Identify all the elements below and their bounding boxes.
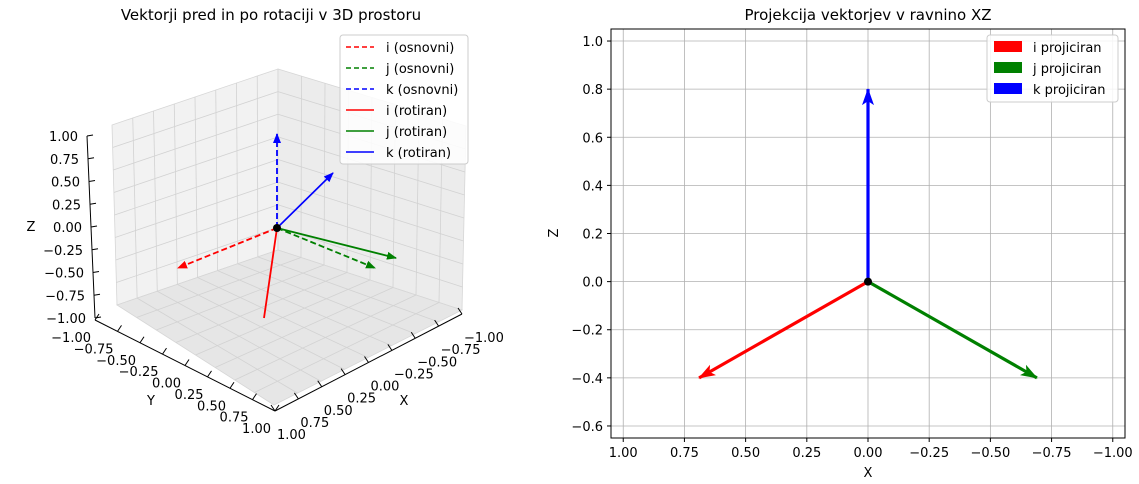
legend-2d-label: i projiciran (1033, 41, 1102, 56)
legend-2d-swatch (994, 83, 1022, 94)
vector-k-rotated (276, 172, 334, 229)
legend-3d-label: j (rotiran) (385, 125, 447, 140)
y-tick-label: −0.50 (96, 354, 136, 369)
x-tick-label: −0.25 (394, 367, 434, 382)
y-tick-label-2d: 0.4 (582, 179, 603, 194)
x-tick-label: 0.50 (324, 404, 353, 419)
z-tick-label: 0.00 (53, 221, 82, 236)
floor-pane (116, 249, 464, 406)
origin-point-3d (273, 224, 281, 232)
legend-3d-label: k (osnovni) (386, 83, 458, 98)
y-tick-label-2d: 0.0 (582, 276, 603, 291)
y-tick-label: 0.75 (220, 411, 249, 426)
y-axis-label-2d: Z (547, 228, 562, 237)
y-tick-label-2d: −0.4 (571, 372, 603, 387)
origin-point-2d (864, 277, 872, 286)
plot-frame-2d (610, 28, 1126, 439)
legend-2d: i projiciran j projiciran k projiciran (986, 34, 1119, 103)
y-tick-label-2d: 0.8 (582, 83, 603, 98)
y-tick-label: −0.25 (119, 365, 159, 380)
ticks-3d: 1.000.750.500.250.00−0.25−0.50−0.75−1.00… (43, 130, 504, 443)
z-axis-label: Z (27, 220, 36, 235)
y-tick-label: −1.00 (51, 331, 91, 346)
y-axis-label: Y (146, 394, 155, 409)
projected-vector (698, 280, 869, 380)
x-tick-label: 1.00 (277, 428, 306, 443)
z-tick-label: 1.00 (49, 130, 78, 145)
z-tick-label: 0.50 (51, 176, 80, 191)
y-tick-label: 0.25 (175, 388, 204, 403)
x-tick-label-2d: 0.75 (670, 446, 699, 461)
legend-2d-label: j projiciran (1032, 62, 1102, 77)
vector-i-rotated (263, 227, 278, 319)
x-tick-label-2d: −0.25 (909, 446, 949, 461)
x-axis-label-2d: X (864, 466, 873, 481)
legend-3d-label: j (osnovni) (385, 62, 454, 77)
x-tick-label: 0.00 (371, 380, 400, 395)
x-axis-label: X (400, 394, 409, 409)
x-tick-label: −1.00 (464, 331, 504, 346)
legend-3d-label: k (rotiran) (386, 146, 451, 161)
x-tick-label: −0.75 (441, 343, 481, 358)
y-tick-label: 0.50 (197, 399, 226, 414)
y-tick-label-2d: 0.2 (582, 228, 603, 243)
z-tick-label: −1.00 (46, 312, 86, 327)
y-tick-label: 0.00 (152, 377, 181, 392)
x-tick-label: 0.75 (300, 416, 329, 431)
legend-2d-swatch (994, 41, 1022, 52)
z-tick-label: 0.25 (52, 198, 81, 213)
z-tick-label: −0.75 (45, 289, 85, 304)
y-tick-label-2d: −0.6 (571, 420, 603, 435)
vectors-3d (177, 133, 397, 319)
chart3d-title: Vektorji pred in po rotaciji v 3D prosto… (121, 6, 421, 24)
y-tick-label-2d: 1.0 (582, 35, 603, 50)
x-tick-label-2d: 0.50 (731, 446, 760, 461)
y-tick-label-2d: 0.6 (582, 131, 603, 146)
ticks-2d: 1.00 0.75 0.50 0.25 0.00 −0.25 −0.50 −0.75 −1.00… (571, 35, 1132, 461)
x-tick-label-2d: −0.50 (970, 446, 1010, 461)
x-tick-label-2d: 0.00 (854, 446, 883, 461)
legend-2d-label: k projiciran (1033, 83, 1105, 98)
z-tick-label: 0.75 (50, 153, 79, 168)
legend-3d-label: i (rotiran) (386, 104, 447, 119)
y-tick-label: −0.75 (74, 342, 114, 357)
x-tick-label: −0.50 (417, 355, 457, 370)
x-tick-label: 0.25 (347, 392, 376, 407)
x-tick-label-2d: −1.00 (1093, 446, 1133, 461)
z-tick-label: −0.25 (43, 244, 83, 259)
chart2d-title: Projekcija vektorjev v ravnino XZ (744, 6, 991, 24)
legend-3d-label: i (osnovni) (386, 41, 454, 56)
z-tick-label: −0.50 (44, 267, 84, 282)
y-tick-label: 1.00 (242, 422, 271, 437)
projected-vector (867, 280, 1038, 380)
x-tick-label-2d: 1.00 (609, 446, 638, 461)
chart-2d: 1.00 0.75 0.50 0.25 0.00 −0.25 −0.50 −0.75 −1.00… (547, 6, 1133, 481)
x-tick-label-2d: 0.25 (792, 446, 821, 461)
vectors-2d (698, 88, 1038, 380)
legend-2d-swatch (994, 62, 1022, 73)
x-tick-label-2d: −0.75 (1032, 446, 1072, 461)
y-tick-label-2d: −0.2 (571, 324, 603, 339)
chart-3d: 1.000.750.500.250.00−0.25−0.50−0.75−1.00… (27, 6, 504, 443)
vector-j-rotated (276, 227, 397, 260)
legend-3d: i (osnovni) j (osnovni) k (osnovni) i (roti… (339, 34, 469, 165)
